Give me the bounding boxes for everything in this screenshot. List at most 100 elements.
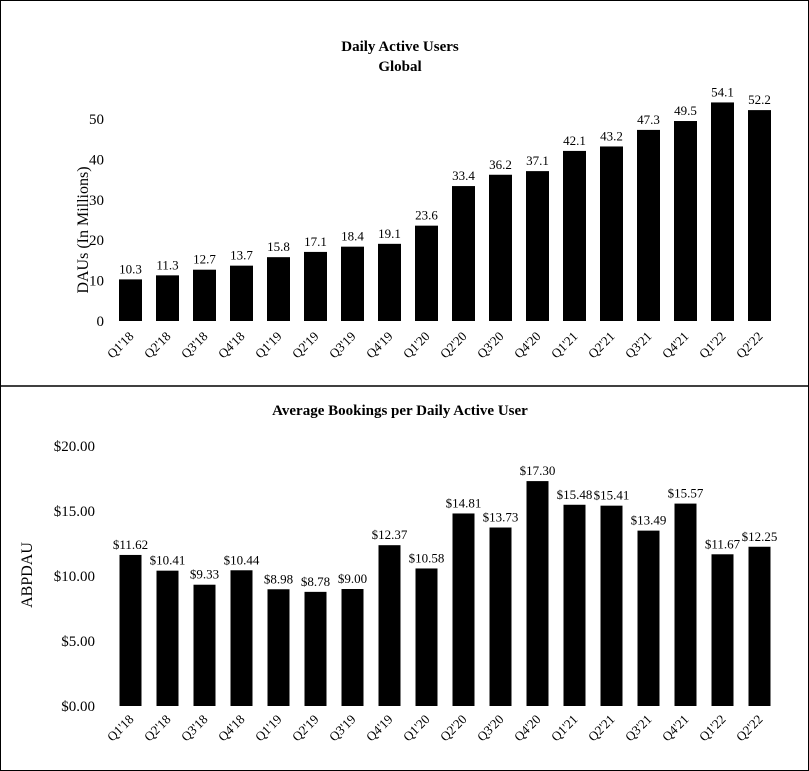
abpdau-data-label: $10.58 [409, 550, 445, 565]
dau-y-tick: 20 [89, 233, 104, 249]
dau-bar [711, 102, 734, 321]
dau-chart-title: Daily Active Users [341, 39, 459, 55]
abpdau-data-label: $15.41 [594, 488, 630, 503]
abpdau-y-tick: $20.00 [54, 439, 95, 455]
dau-category-label: Q1'19 [252, 329, 285, 362]
abpdau-data-label: $11.62 [113, 537, 148, 552]
abpdau-category-label: Q3'19 [326, 712, 359, 745]
dau-category-label: Q4'19 [363, 329, 396, 362]
abpdau-data-label: $8.98 [264, 571, 293, 586]
dau-data-label: 11.3 [156, 257, 178, 272]
dau-data-label: 33.4 [452, 168, 475, 183]
abpdau-data-label: $9.33 [190, 567, 219, 582]
abpdau-data-label: $12.25 [742, 529, 778, 544]
dau-category-label: Q4'20 [511, 329, 544, 362]
dau-category-label: Q2'20 [437, 329, 470, 362]
dau-data-label: 15.8 [267, 239, 290, 254]
dau-bar [526, 171, 549, 321]
abpdau-data-label: $15.48 [557, 487, 593, 502]
dau-data-label: 54.1 [711, 84, 734, 99]
abpdau-category-label: Q3'21 [622, 712, 655, 745]
abpdau-y-axis-label: ABPDAU [19, 542, 36, 608]
abpdau-bar [415, 568, 438, 706]
dau-y-axis-label: DAUs (In Millions) [75, 166, 92, 293]
dau-bar [600, 146, 623, 321]
dau-bar [267, 257, 290, 321]
abpdau-category-label: Q3'18 [178, 712, 211, 745]
abpdau-data-label: $13.49 [631, 513, 667, 528]
abpdau-category-label: Q4'18 [215, 712, 248, 745]
abpdau-bar [304, 591, 327, 706]
dau-data-label: 42.1 [563, 133, 586, 148]
dau-bar [452, 186, 475, 321]
abpdau-bar [378, 545, 401, 706]
abpdau-y-tick: $0.00 [61, 699, 95, 715]
abpdau-bar [526, 481, 549, 706]
abpdau-bar [600, 505, 623, 706]
abpdau-y-tick: $10.00 [54, 569, 95, 585]
abpdau-data-label: $10.41 [150, 553, 186, 568]
dau-category-label: Q4'21 [659, 329, 692, 362]
dau-bar [230, 265, 253, 321]
dau-bar [674, 121, 697, 322]
dau-y-tick: 50 [89, 112, 104, 128]
abpdau-bar [489, 527, 512, 706]
abpdau-data-label: $15.57 [668, 486, 704, 501]
dau-y-tick: 10 [89, 274, 104, 290]
dau-data-label: 36.2 [489, 157, 512, 172]
dau-data-label: 43.2 [600, 128, 623, 143]
abpdau-category-label: Q2'19 [289, 712, 322, 745]
dau-category-label: Q2'19 [289, 329, 322, 362]
abpdau-category-label: Q1'22 [696, 712, 729, 745]
dau-bar [748, 110, 771, 321]
dau-bar [341, 246, 364, 321]
abpdau-data-label: $9.00 [338, 571, 367, 586]
dau-category-label: Q2'22 [733, 329, 766, 362]
abpdau-bar [563, 504, 586, 706]
dau-data-label: 47.3 [637, 112, 660, 127]
abpdau-bar [711, 554, 734, 706]
abpdau-category-label: Q1'20 [400, 712, 433, 745]
dau-data-label: 52.2 [748, 92, 771, 107]
abpdau-bar [748, 546, 771, 706]
abpdau-bar [156, 570, 179, 706]
dau-y-tick: 30 [89, 193, 104, 209]
dau-category-label: Q1'20 [400, 329, 433, 362]
abpdau-category-label: Q1'18 [104, 712, 137, 745]
dau-data-label: 23.6 [415, 208, 438, 223]
dau-category-label: Q1'21 [548, 329, 581, 362]
abpdau-data-label: $11.67 [705, 536, 741, 551]
dau-data-label: 12.7 [193, 252, 216, 267]
dau-category-label: Q2'21 [585, 329, 618, 362]
dau-category-label: Q3'21 [622, 329, 655, 362]
dau-y-tick: 0 [97, 314, 105, 330]
dau-bar [193, 269, 216, 321]
dau-y-tick: 40 [89, 152, 104, 168]
dau-category-label: Q1'22 [696, 329, 729, 362]
dau-bar [637, 129, 660, 321]
dau-bar [489, 174, 512, 321]
abpdau-category-label: Q2'18 [141, 712, 174, 745]
dau-data-label: 18.4 [341, 229, 364, 244]
dau-category-label: Q3'18 [178, 329, 211, 362]
dau-category-label: Q3'20 [474, 329, 507, 362]
abpdau-category-label: Q1'21 [548, 712, 581, 745]
abpdau-bar [674, 503, 697, 706]
dau-data-label: 10.3 [119, 261, 142, 276]
abpdau-bar [267, 589, 290, 706]
dau-data-label: 49.5 [674, 103, 697, 118]
abpdau-bar [193, 584, 216, 706]
dau-category-label: Q3'19 [326, 329, 359, 362]
dau-bar [378, 243, 401, 321]
abpdau-data-label: $13.73 [483, 510, 519, 525]
dau-bar [415, 225, 438, 321]
abpdau-y-tick: $15.00 [54, 504, 95, 520]
abpdau-data-label: $10.44 [224, 552, 260, 567]
abpdau-category-label: Q4'20 [511, 712, 544, 745]
abpdau-data-label: $14.81 [446, 495, 482, 510]
dau-category-label: Q2'18 [141, 329, 174, 362]
dau-data-label: 17.1 [304, 234, 327, 249]
abpdau-bar [230, 570, 253, 706]
abpdau-y-tick: $5.00 [61, 634, 95, 650]
